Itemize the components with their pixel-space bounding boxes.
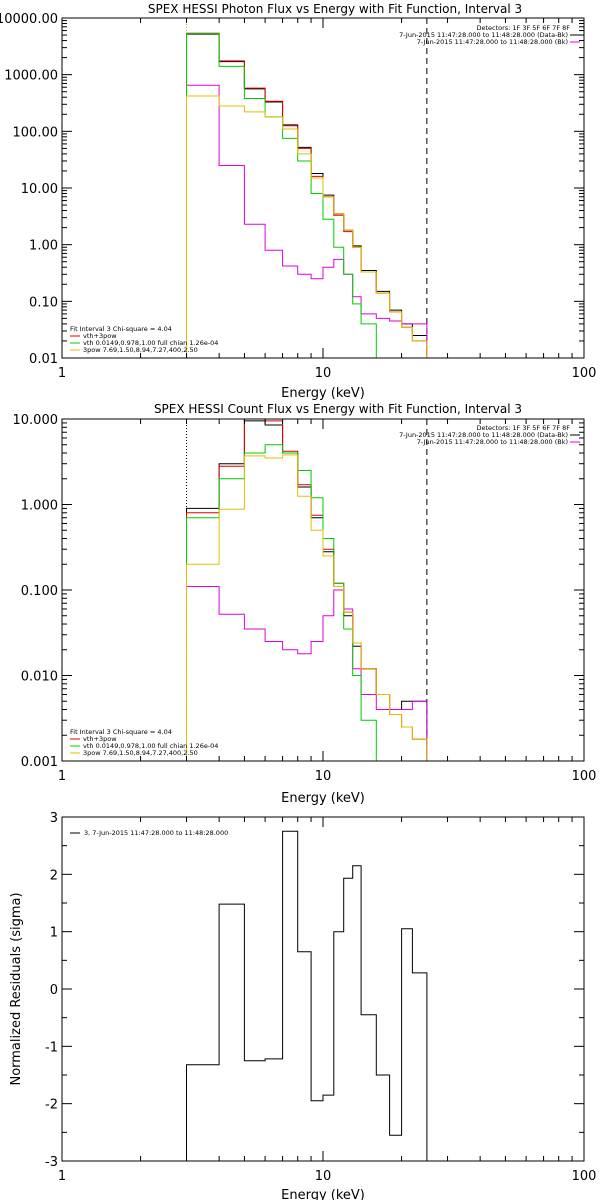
photon-flux-fit-pow: 3pow 7.69,1.50,8.94,7.27,400,2.50 xyxy=(83,346,198,354)
residuals-y-tick-label: 3 xyxy=(50,811,58,826)
photon-flux-y-tick-label: 0.01 xyxy=(29,352,58,367)
photon-flux-y-tick-label: 1000.00 xyxy=(4,69,58,84)
residuals-y-axis-label: Normalized Residuals (sigma) xyxy=(9,892,24,1085)
photon-flux-title: SPEX HESSI Photon Flux vs Energy with Fi… xyxy=(148,2,522,16)
residuals-axes-frame xyxy=(61,816,585,1162)
residuals-legend: 3, 7-Jun-2015 11:47:28.000 to 11:48:28.0… xyxy=(84,829,228,837)
count-flux-fit-thermal: vth 0.0149,0.978,1.00 full chian 1.26e-0… xyxy=(83,742,218,750)
photon-flux-detectors-label: Detectors: 1F 3F 5F 6F 7F 8F xyxy=(476,24,570,32)
count-flux-y-tick-label: 10.000 xyxy=(13,413,59,428)
photon-flux-x-tick-label: 10 xyxy=(315,366,332,381)
photon-flux-header: Detectors: 1F 3F 5F 6F 7F 8F 7-Jun-2015 … xyxy=(399,24,580,46)
residuals-x-tick-label: 100 xyxy=(572,1169,597,1184)
photon-flux-fit-model: vth+3pow xyxy=(83,332,117,340)
count-flux-x-tick-label: 1 xyxy=(58,769,66,784)
count-flux-axes-frame xyxy=(61,418,585,762)
photon-flux-x-tick-label: 100 xyxy=(572,366,597,381)
photon-flux-x-tick-label: 1 xyxy=(58,366,66,381)
residuals-y-tick-label: -1 xyxy=(45,1040,58,1055)
count-flux-bk-label: 7-Jun-2015 11:47:28.000 to 11:48:28.000 … xyxy=(417,438,568,446)
count-flux-ticks: 1 10 100 0.001 0.010 0.100 1.000 10.000 xyxy=(13,413,597,784)
count-flux-y-tick-label: 1.000 xyxy=(21,499,58,514)
residuals-x-tick-label: 1 xyxy=(58,1169,66,1184)
photon-flux-ticks: 1 10 100 0.01 0.10 1.00 10.00 100.00 1000.00 1000… xyxy=(0,12,596,381)
photon-flux-x-axis-label: Energy (keV) xyxy=(281,386,365,401)
photon-flux-series-background xyxy=(186,84,428,358)
photon-flux-series-layer xyxy=(186,18,440,359)
residuals-y-tick-label: 1 xyxy=(50,926,58,941)
photon-flux-data-bk-label: 7-Jun-2015 11:47:28.000 to 11:48:28.000 … xyxy=(399,31,568,39)
count-flux-header: Detectors: 1F 3F 5F 6F 7F 8F 7-Jun-2015 … xyxy=(399,424,580,446)
photon-flux-y-tick-label: 1.00 xyxy=(29,239,58,254)
count-flux-x-tick-label: 100 xyxy=(572,769,597,784)
count-flux-chi-square: Fit Interval 3 Chi-square = 4.04 xyxy=(70,728,172,736)
residuals-ticks: 1 10 100 -3 -2 -1 0 1 2 3 xyxy=(45,811,596,1184)
photon-flux-series-data_minus_bk xyxy=(186,33,428,358)
count-flux-y-tick-label: 0.010 xyxy=(21,670,58,685)
residuals-y-tick-label: -2 xyxy=(45,1098,58,1113)
photon-flux-y-tick-label: 0.10 xyxy=(29,295,58,310)
photon-flux-series-total_fit xyxy=(186,32,428,358)
photon-flux-y-tick-label: 10000.00 xyxy=(0,12,58,27)
count-flux-y-tick-label: 0.001 xyxy=(21,755,58,770)
count-flux-panel: SPEX HESSI Count Flux vs Energy with Fit… xyxy=(13,402,597,806)
residuals-y-tick-label: 2 xyxy=(50,868,58,883)
count-flux-title: SPEX HESSI Count Flux vs Energy with Fit… xyxy=(154,402,522,416)
count-flux-data-bk-label: 7-Jun-2015 11:47:28.000 to 11:48:28.000 … xyxy=(399,431,568,439)
residuals-y-tick-label: 0 xyxy=(50,983,58,998)
residuals-series-layer xyxy=(186,830,428,1161)
residuals-series-line-0 xyxy=(186,830,428,1161)
residuals-x-tick-label: 10 xyxy=(315,1169,332,1184)
photon-flux-y-tick-label: 100.00 xyxy=(13,125,59,140)
residuals-panel: 1 10 100 -3 -2 -1 0 1 2 3 3, 7-Jun-2015 11:47:28.… xyxy=(9,811,596,1200)
count-flux-fit-pow: 3pow 7.69,1.50,8.94,7.27,400,2.50 xyxy=(83,749,198,757)
photon-flux-series-power_law xyxy=(186,95,440,359)
photon-flux-series-thermal xyxy=(186,33,390,359)
photon-flux-bk-label: 7-Jun-2015 11:47:28.000 to 11:48:28.000 … xyxy=(417,38,568,46)
photon-flux-panel: SPEX HESSI Photon Flux vs Energy with Fi… xyxy=(0,2,596,401)
count-flux-fit-model: vth+3pow xyxy=(83,735,117,743)
count-flux-series-background xyxy=(186,586,428,761)
count-flux-detectors-label: Detectors: 1F 3F 5F 6F 7F 8F xyxy=(476,424,570,432)
count-flux-y-tick-label: 0.100 xyxy=(21,584,58,599)
residuals-y-tick-label: -3 xyxy=(45,1155,58,1170)
photon-flux-chi-square: Fit Interval 3 Chi-square = 4.04 xyxy=(70,325,172,333)
photon-flux-y-tick-label: 10.00 xyxy=(21,182,58,197)
count-flux-series-layer xyxy=(186,418,440,762)
photon-flux-fit-thermal: vth 0.0149,0.978,1.00 full chian 1.26e-0… xyxy=(83,339,218,347)
residuals-x-axis-label: Energy (keV) xyxy=(281,1188,365,1200)
count-flux-series-power_law xyxy=(186,454,440,762)
count-flux-fit-info: Fit Interval 3 Chi-square = 4.04 vth+3po… xyxy=(70,728,218,757)
count-flux-series-thermal xyxy=(186,444,390,762)
count-flux-x-tick-label: 10 xyxy=(315,769,332,784)
photon-flux-fit-info: Fit Interval 3 Chi-square = 4.04 vth+3po… xyxy=(70,325,218,354)
count-flux-x-axis-label: Energy (keV) xyxy=(281,791,365,806)
